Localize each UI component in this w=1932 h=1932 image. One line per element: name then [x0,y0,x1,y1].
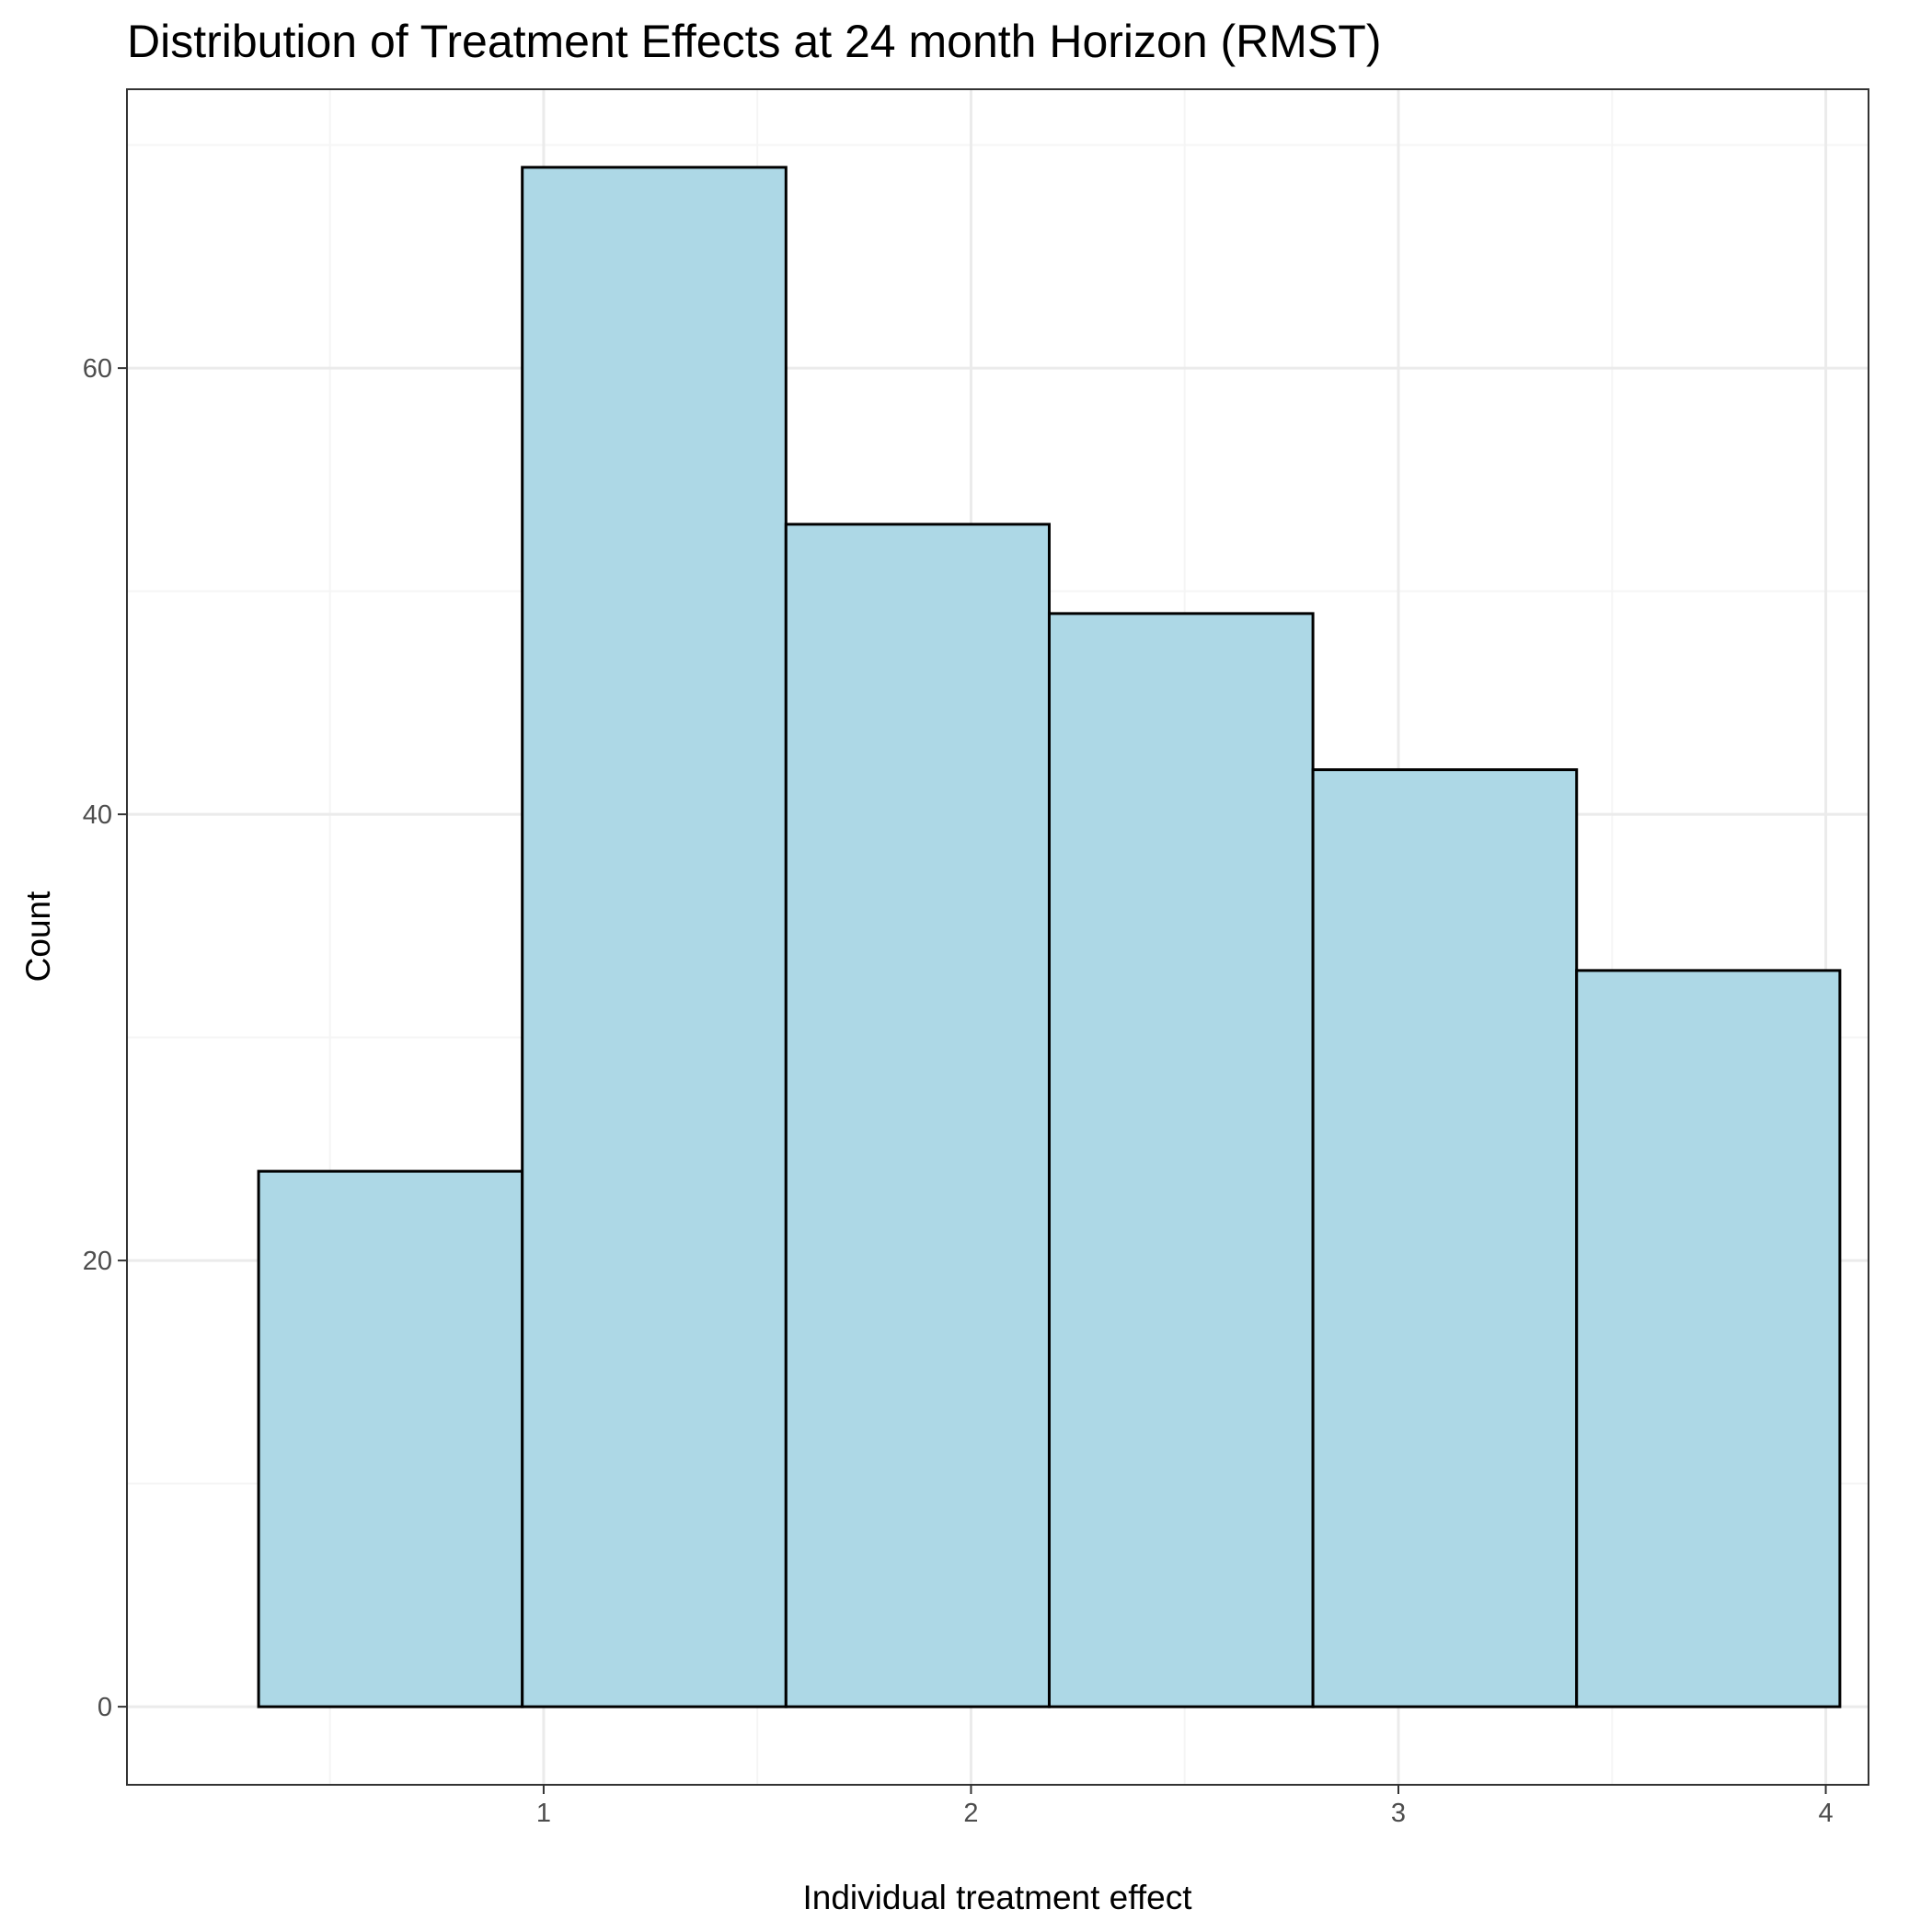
y-tick-label: 60 [83,354,112,384]
histogram-bar [784,523,1051,1708]
histogram-bar [1311,768,1579,1708]
histogram-bar [1575,969,1842,1708]
panel-border [126,88,1869,1786]
histogram-bar [257,1169,524,1708]
histogram-bar [1047,612,1315,1708]
y-tick-label: 40 [83,800,112,830]
y-tick-label: 20 [83,1247,112,1276]
x-tick-label: 4 [1818,1799,1833,1828]
x-tick-label: 1 [536,1799,551,1828]
x-tick-label: 3 [1391,1799,1406,1828]
histogram-bar [521,166,788,1708]
y-axis-ticks: 0 20 40 60 [83,354,127,1722]
y-tick-label: 0 [98,1693,112,1722]
x-tick-label: 2 [963,1799,978,1828]
chart-title: Distribution of Treatment Effects at 24 … [127,16,1381,67]
x-axis-ticks: 1 2 3 4 [536,1785,1834,1828]
histogram-bars [257,166,1842,1708]
x-axis-title: Individual treatment effect [802,1879,1192,1916]
y-axis-title: Count [19,891,57,982]
